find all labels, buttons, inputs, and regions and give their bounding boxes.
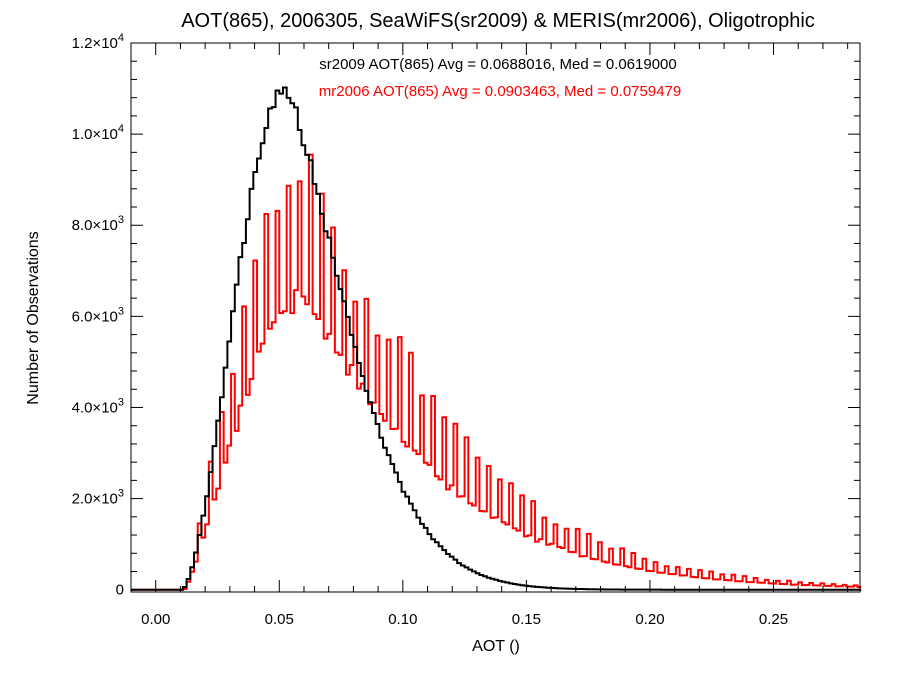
x-tick-label: 0.20 xyxy=(635,611,664,628)
x-tick-label: 0.10 xyxy=(388,611,417,628)
plot-series xyxy=(131,86,862,591)
x-tick-label: 0.00 xyxy=(141,611,170,628)
series-sr2009 xyxy=(131,86,862,591)
plot-frame xyxy=(130,42,861,593)
y-tick-label: 0 xyxy=(116,582,124,599)
y-tick-label: 4.0×103 xyxy=(72,396,124,416)
series-mr2006 xyxy=(131,153,862,591)
axis-ticks: 0.00 0.05 0.10 0.15 0.20 0.25 0 2.0×103 4.0×103 6… xyxy=(72,32,860,628)
x-axis-label: AOT () xyxy=(472,638,520,655)
y-tick-label: 8.0×103 xyxy=(72,214,124,234)
y-tick-label: 2.0×103 xyxy=(72,488,124,508)
x-tick-label: 0.25 xyxy=(759,611,788,628)
chart-title: AOT(865), 2006305, SeaWiFS(sr2009) & MER… xyxy=(181,10,815,32)
y-axis-label: Number of Observations xyxy=(25,231,42,404)
annotation-mr2006-stats: mr2006 AOT(865) Avg = 0.0903463, Med = 0… xyxy=(319,83,681,100)
x-tick-label: 0.05 xyxy=(265,611,294,628)
x-tick-label: 0.15 xyxy=(512,611,541,628)
y-tick-label: 6.0×103 xyxy=(72,305,124,325)
y-tick-label: 1.0×104 xyxy=(72,123,124,143)
y-tick-label: 1.2×104 xyxy=(72,32,124,52)
annotation-sr2009-stats: sr2009 AOT(865) Avg = 0.0688016, Med = 0… xyxy=(319,56,677,73)
